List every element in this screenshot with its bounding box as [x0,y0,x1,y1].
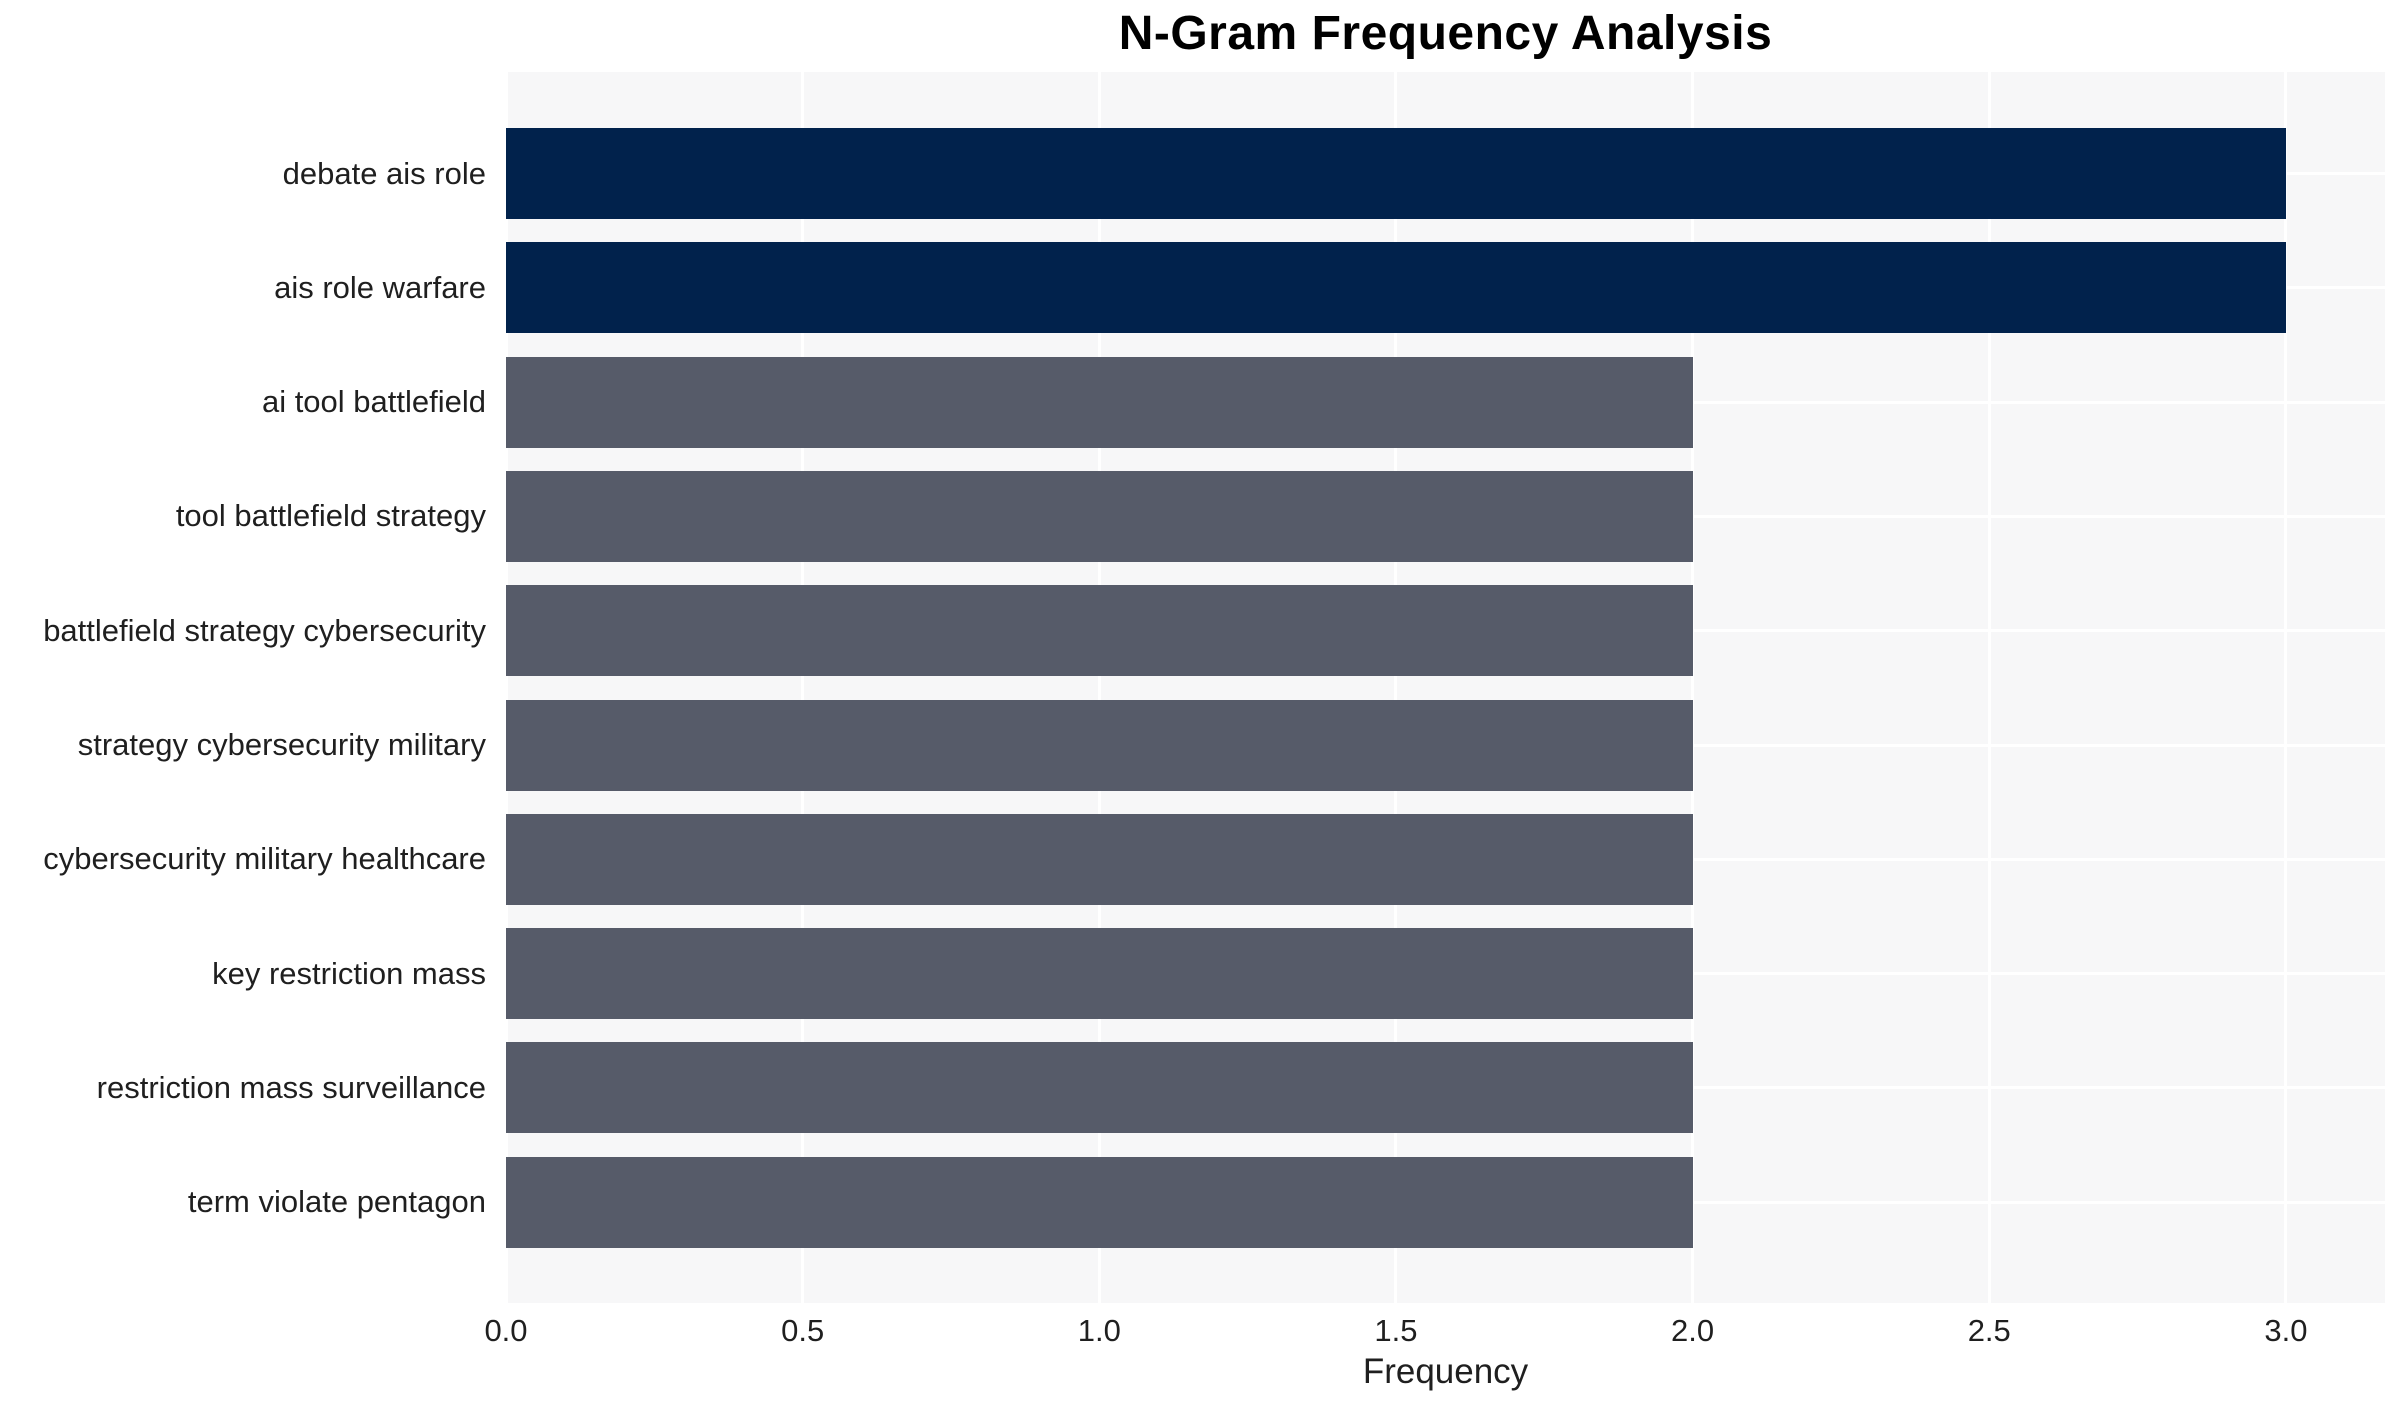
grid-line-vertical [2284,72,2288,1303]
y-axis-label: cybersecurity military healthcare [43,841,486,877]
y-axis-label: strategy cybersecurity military [77,727,486,762]
grid-line-vertical [801,72,805,1303]
y-axis-label: restriction mass surveillance [96,1069,486,1105]
bar [506,699,1693,791]
x-axis-ticks: 0.0 0.5 1.0 1.5 2.0 2.5 3.0 [0,1313,2385,1353]
grid-line-vertical [504,72,508,1303]
y-axis-label: term violate pentagon [187,1184,486,1220]
grid-line-vertical [1394,72,1398,1303]
grid-line-vertical [1097,72,1101,1303]
x-tick-label: 1.5 [1374,1313,1418,1348]
bar [506,1156,1693,1248]
y-axis-labels: debate ais role ais role warfare ai tool b… [0,72,496,1303]
bar [506,1042,1693,1134]
grid-line-vertical [1987,72,1991,1303]
x-tick-label: 1.0 [1077,1313,1121,1348]
y-axis-label: tool battlefield strategy [175,498,486,534]
y-axis-label: debate ais role [282,155,486,191]
bar [506,470,1693,562]
x-tick-label: 3.0 [2264,1313,2308,1348]
x-tick-label: 2.0 [1671,1313,1715,1348]
bar [506,356,1693,448]
bar [506,128,2286,219]
y-axis-label: battlefield strategy cybersecurity [43,612,486,648]
x-tick-label: 2.5 [1967,1313,2011,1348]
plot-area [504,72,2385,1303]
bar [506,813,1693,905]
chart-title: N-Gram Frequency Analysis [1118,7,1773,60]
y-axis-label: ais role warfare [274,269,486,305]
x-tick-label: 0.5 [781,1313,825,1348]
x-tick-label: 0.0 [484,1313,528,1348]
y-axis-label: key restriction mass [212,955,486,991]
x-axis-label: Frequency [1362,1352,1529,1391]
y-axis-label: ai tool battlefield [261,384,486,420]
bar [506,242,2286,334]
bar [506,585,1693,677]
grid-line-vertical [1691,72,1695,1303]
bar [506,928,1693,1020]
